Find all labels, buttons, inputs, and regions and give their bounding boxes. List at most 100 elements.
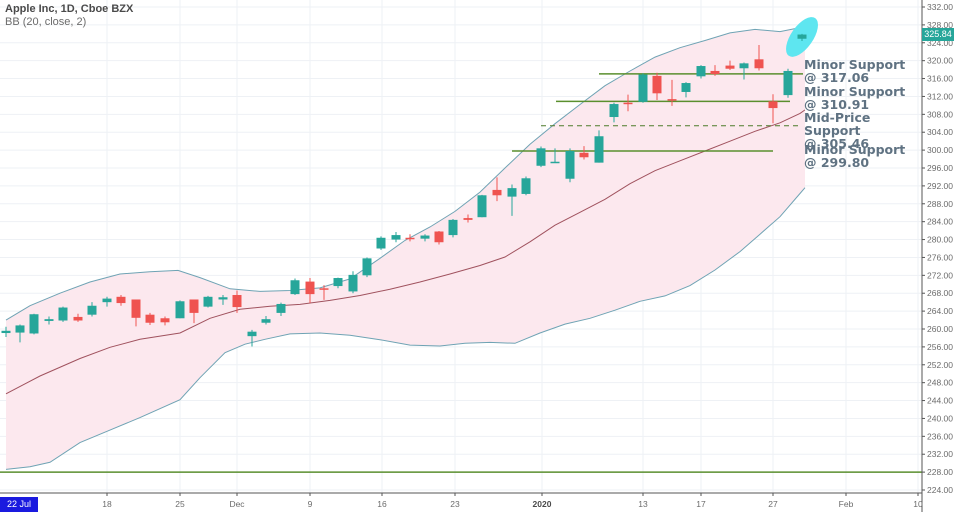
candle-body[interactable] [638,74,648,102]
candle-body[interactable] [696,66,706,77]
candle-body[interactable] [276,303,286,313]
candle-body[interactable] [305,281,315,295]
time-tick-label: 16 [377,499,387,509]
candle-body[interactable] [507,188,517,197]
annotation-line: Minor Support [804,57,906,72]
candle-body[interactable] [550,161,560,164]
candle-body[interactable] [319,288,329,290]
candle-body[interactable] [420,235,430,239]
candle-body[interactable] [160,318,170,323]
candle-body[interactable] [797,34,807,39]
candle-body[interactable] [58,307,68,321]
candle-body[interactable] [768,101,778,109]
bollinger-upper-line [5,25,806,321]
candle-body[interactable] [218,297,228,300]
candle-body[interactable] [754,59,764,69]
time-tick-label: 2020 [533,499,552,509]
candle-body[interactable] [131,299,141,318]
candle-body[interactable] [492,189,502,196]
candle-body[interactable] [73,316,83,321]
candle-body[interactable] [565,151,575,179]
candle-body[interactable] [1,330,11,334]
candle-body[interactable] [348,274,358,292]
price-tick-label: 292.00 [927,181,953,191]
price-tick-label: 268.00 [927,288,953,298]
candle-body[interactable] [203,296,213,307]
time-tick-label: 9 [308,499,313,509]
bollinger-basis-line [5,109,806,395]
candle-body[interactable] [477,195,487,218]
price-tick-label: 280.00 [927,235,953,245]
symbol-title[interactable]: Apple Inc, 1D, Cboe BZX [5,3,134,15]
price-tick-label: 304.00 [927,127,953,137]
price-tick-label: 312.00 [927,91,953,101]
candle-body[interactable] [434,231,444,243]
price-tick-label: 232.00 [927,449,953,459]
time-tick-label: 10 [913,499,923,509]
time-tick-label: 27 [768,499,778,509]
price-tick-label: 328.00 [927,20,953,30]
candle-body[interactable] [739,63,749,69]
candle-body[interactable] [725,65,735,69]
annotation-line: Support [804,123,861,138]
price-chart[interactable]: 332.00 328.00 324.00 320.00 316.00 312.00 308.… [0,0,954,512]
candle-body[interactable] [362,258,372,276]
candle-body[interactable] [15,325,25,333]
candle-body[interactable] [189,299,199,313]
candle-body[interactable] [232,295,242,308]
price-tick-label: 300.00 [927,145,953,155]
time-tick-label: 25 [175,499,185,509]
indicator-label[interactable]: BB (20, close, 2) [5,16,87,28]
price-tick-label: 276.00 [927,252,953,262]
bollinger-lower-line [5,187,806,470]
time-tick-label: Dec [229,499,245,509]
price-tick-label: 240.00 [927,413,953,423]
bollinger-band-fill [6,25,805,470]
price-tick-label: 248.00 [927,378,953,388]
candle-body[interactable] [710,70,720,75]
candle-body[interactable] [783,70,793,96]
last-price-label: 325.84 [922,28,954,42]
candle-body[interactable] [521,178,531,194]
price-tick-label: 228.00 [927,467,953,477]
price-tick-label: 256.00 [927,342,953,352]
candle-body[interactable] [681,83,691,92]
candle-body[interactable] [448,219,458,236]
candle-body[interactable] [261,319,271,323]
candle-body[interactable] [376,237,386,249]
candle-body[interactable] [102,298,112,303]
candle-body[interactable] [44,319,54,321]
price-tick-label: 332.00 [927,2,953,12]
candle-body[interactable] [623,102,633,105]
annotation-line: Minor Support [804,142,906,157]
candle-body[interactable] [609,104,619,118]
time-tick-label: 23 [450,499,460,509]
candle-body[interactable] [116,296,126,304]
candle-body[interactable] [652,75,662,94]
time-tick-label: 13 [638,499,648,509]
candle-body[interactable] [579,152,589,158]
candle-body[interactable] [247,331,257,337]
candle-body[interactable] [145,314,155,323]
candle-body[interactable] [175,301,185,319]
time-tick-label: 18 [102,499,112,509]
price-tick-label: 236.00 [927,431,953,441]
annotation-line: Mid-Price [804,110,871,125]
price-tick-label: 264.00 [927,306,953,316]
candle-body[interactable] [536,148,546,166]
price-tick-label: 316.00 [927,74,953,84]
price-tick-label: 320.00 [927,56,953,66]
chart-container[interactable]: 332.00 328.00 324.00 320.00 316.00 312.00 308.… [0,0,954,512]
candle-body[interactable] [290,280,300,295]
candle-body[interactable] [667,99,677,101]
candle-body[interactable] [333,278,343,287]
candle-body[interactable] [87,305,97,315]
price-axis-bg [922,0,954,512]
candle-body[interactable] [594,136,604,163]
candle-body[interactable] [391,235,401,240]
candle-body[interactable] [463,218,473,220]
candle-body[interactable] [405,237,415,240]
candle-body[interactable] [29,314,39,334]
crosshair-date-label: 22 Jul '19 [0,497,38,524]
time-tick-label: 17 [696,499,706,509]
